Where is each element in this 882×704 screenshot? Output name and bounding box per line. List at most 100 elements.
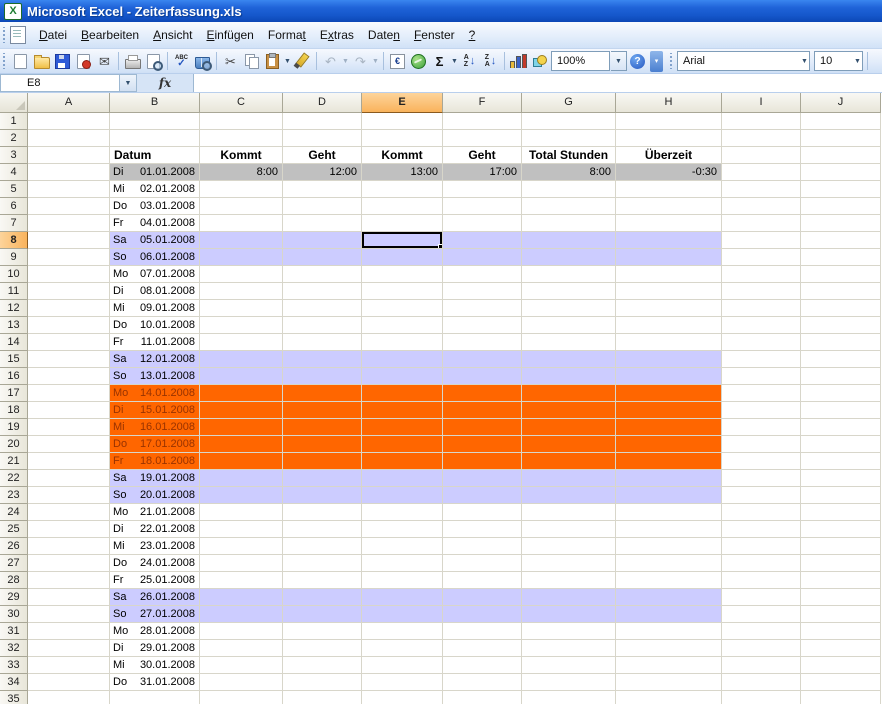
cell-E6[interactable] bbox=[362, 198, 443, 215]
row-header-23[interactable]: 23 bbox=[0, 487, 28, 504]
paste-icon[interactable] bbox=[262, 51, 283, 72]
cell-J1[interactable] bbox=[801, 113, 881, 130]
cell-G13[interactable] bbox=[522, 317, 616, 334]
row-header-21[interactable]: 21 bbox=[0, 453, 28, 470]
cell-A11[interactable] bbox=[28, 283, 110, 300]
cell-D7[interactable] bbox=[283, 215, 362, 232]
cell-J28[interactable] bbox=[801, 572, 881, 589]
cell-G16[interactable] bbox=[522, 368, 616, 385]
cell-D33[interactable] bbox=[283, 657, 362, 674]
cell-C14[interactable] bbox=[200, 334, 283, 351]
cell-H35[interactable] bbox=[616, 691, 722, 704]
cell-B32[interactable]: Di 29.01.2008 bbox=[110, 640, 200, 657]
cell-G2[interactable] bbox=[522, 130, 616, 147]
cell-G20[interactable] bbox=[522, 436, 616, 453]
cell-E35[interactable] bbox=[362, 691, 443, 704]
cell-G26[interactable] bbox=[522, 538, 616, 555]
cell-D11[interactable] bbox=[283, 283, 362, 300]
cell-A13[interactable] bbox=[28, 317, 110, 334]
cell-J10[interactable] bbox=[801, 266, 881, 283]
toolbar-grip[interactable] bbox=[2, 53, 6, 69]
cell-I29[interactable] bbox=[722, 589, 801, 606]
cell-E11[interactable] bbox=[362, 283, 443, 300]
cell-F7[interactable] bbox=[443, 215, 522, 232]
cell-F22[interactable] bbox=[443, 470, 522, 487]
cell-A28[interactable] bbox=[28, 572, 110, 589]
cell-D25[interactable] bbox=[283, 521, 362, 538]
cell-I14[interactable] bbox=[722, 334, 801, 351]
cell-G28[interactable] bbox=[522, 572, 616, 589]
cell-I4[interactable] bbox=[722, 164, 801, 181]
cell-F18[interactable] bbox=[443, 402, 522, 419]
cell-J24[interactable] bbox=[801, 504, 881, 521]
row-header-4[interactable]: 4 bbox=[0, 164, 28, 181]
column-header-B[interactable]: B bbox=[110, 93, 200, 113]
cell-G32[interactable] bbox=[522, 640, 616, 657]
cell-A20[interactable] bbox=[28, 436, 110, 453]
cell-F1[interactable] bbox=[443, 113, 522, 130]
cell-G14[interactable] bbox=[522, 334, 616, 351]
cell-D3[interactable]: Geht bbox=[283, 147, 362, 164]
cell-H4[interactable]: -0:30 bbox=[616, 164, 722, 181]
cell-F13[interactable] bbox=[443, 317, 522, 334]
cell-D16[interactable] bbox=[283, 368, 362, 385]
sort-descending-icon[interactable]: Z A ↓ bbox=[484, 54, 497, 68]
row-header-3[interactable]: 3 bbox=[0, 147, 28, 164]
cell-C2[interactable] bbox=[200, 130, 283, 147]
cell-J26[interactable] bbox=[801, 538, 881, 555]
cell-H34[interactable] bbox=[616, 674, 722, 691]
cell-B20[interactable]: Do 17.01.2008 bbox=[110, 436, 200, 453]
row-header-27[interactable]: 27 bbox=[0, 555, 28, 572]
cell-G15[interactable] bbox=[522, 351, 616, 368]
cell-A21[interactable] bbox=[28, 453, 110, 470]
cell-J8[interactable] bbox=[801, 232, 881, 249]
cell-I35[interactable] bbox=[722, 691, 801, 704]
row-header-11[interactable]: 11 bbox=[0, 283, 28, 300]
cell-I22[interactable] bbox=[722, 470, 801, 487]
cell-A33[interactable] bbox=[28, 657, 110, 674]
cell-E31[interactable] bbox=[362, 623, 443, 640]
cell-A17[interactable] bbox=[28, 385, 110, 402]
cell-I12[interactable] bbox=[722, 300, 801, 317]
cell-J14[interactable] bbox=[801, 334, 881, 351]
cell-B28[interactable]: Fr 25.01.2008 bbox=[110, 572, 200, 589]
cell-E25[interactable] bbox=[362, 521, 443, 538]
cell-D12[interactable] bbox=[283, 300, 362, 317]
cell-I18[interactable] bbox=[722, 402, 801, 419]
cell-E3[interactable]: Kommt bbox=[362, 147, 443, 164]
column-header-J[interactable]: J bbox=[801, 93, 881, 113]
cell-A23[interactable] bbox=[28, 487, 110, 504]
hyperlink-icon[interactable] bbox=[408, 51, 429, 72]
cell-H17[interactable] bbox=[616, 385, 722, 402]
cell-F31[interactable] bbox=[443, 623, 522, 640]
cell-E9[interactable] bbox=[362, 249, 443, 266]
cell-B19[interactable]: Mi 16.01.2008 bbox=[110, 419, 200, 436]
cell-A27[interactable] bbox=[28, 555, 110, 572]
row-header-19[interactable]: 19 bbox=[0, 419, 28, 436]
cell-G1[interactable] bbox=[522, 113, 616, 130]
row-header-15[interactable]: 15 bbox=[0, 351, 28, 368]
cell-H1[interactable] bbox=[616, 113, 722, 130]
cell-H23[interactable] bbox=[616, 487, 722, 504]
cell-E1[interactable] bbox=[362, 113, 443, 130]
cell-D13[interactable] bbox=[283, 317, 362, 334]
print-preview-icon[interactable] bbox=[143, 51, 164, 72]
cell-H14[interactable] bbox=[616, 334, 722, 351]
cell-E17[interactable] bbox=[362, 385, 443, 402]
cell-C10[interactable] bbox=[200, 266, 283, 283]
cell-G6[interactable] bbox=[522, 198, 616, 215]
cell-H27[interactable] bbox=[616, 555, 722, 572]
row-header-7[interactable]: 7 bbox=[0, 215, 28, 232]
row-header-5[interactable]: 5 bbox=[0, 181, 28, 198]
menu-daten[interactable]: Daten bbox=[367, 28, 400, 42]
cell-J31[interactable] bbox=[801, 623, 881, 640]
cell-A18[interactable] bbox=[28, 402, 110, 419]
cell-J2[interactable] bbox=[801, 130, 881, 147]
cell-D18[interactable] bbox=[283, 402, 362, 419]
cell-G4[interactable]: 8:00 bbox=[522, 164, 616, 181]
cell-C16[interactable] bbox=[200, 368, 283, 385]
cell-I10[interactable] bbox=[722, 266, 801, 283]
cell-B13[interactable]: Do 10.01.2008 bbox=[110, 317, 200, 334]
autosum-dropdown-icon[interactable]: ▼ bbox=[451, 57, 458, 65]
cell-J17[interactable] bbox=[801, 385, 881, 402]
